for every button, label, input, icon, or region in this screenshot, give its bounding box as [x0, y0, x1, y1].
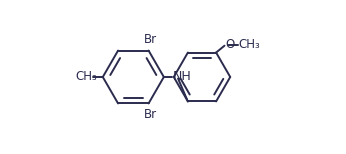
Text: NH: NH [173, 70, 192, 83]
Text: O: O [225, 38, 235, 51]
Text: Br: Br [144, 33, 157, 46]
Text: Br: Br [144, 108, 157, 121]
Text: CH₃: CH₃ [238, 38, 260, 51]
Text: CH₃: CH₃ [75, 71, 97, 83]
